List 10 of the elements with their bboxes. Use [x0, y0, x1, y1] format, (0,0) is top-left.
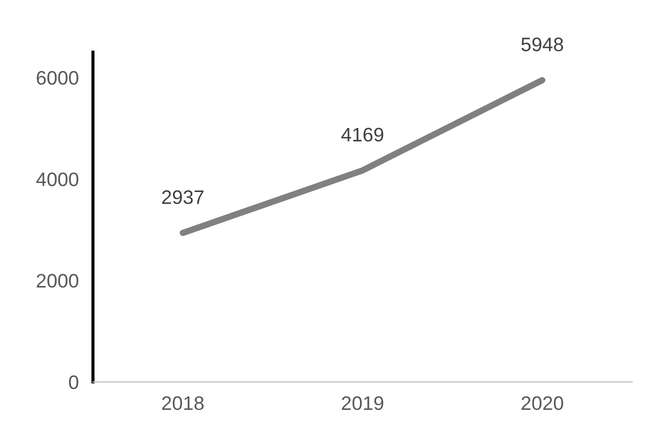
y-tick-label: 0 — [69, 375, 78, 390]
x-tick-label: 2020 — [522, 396, 564, 410]
x-tick-label: 2019 — [342, 396, 384, 410]
data-label: 2937 — [162, 190, 204, 204]
y-tick-label: 4000 — [36, 172, 78, 186]
y-tick-label: 2000 — [36, 274, 78, 288]
data-label: 4169 — [341, 128, 384, 142]
data-label: 5948 — [521, 38, 564, 52]
x-tick-label: 2018 — [162, 396, 204, 410]
y-tick-label: 6000 — [36, 70, 78, 85]
